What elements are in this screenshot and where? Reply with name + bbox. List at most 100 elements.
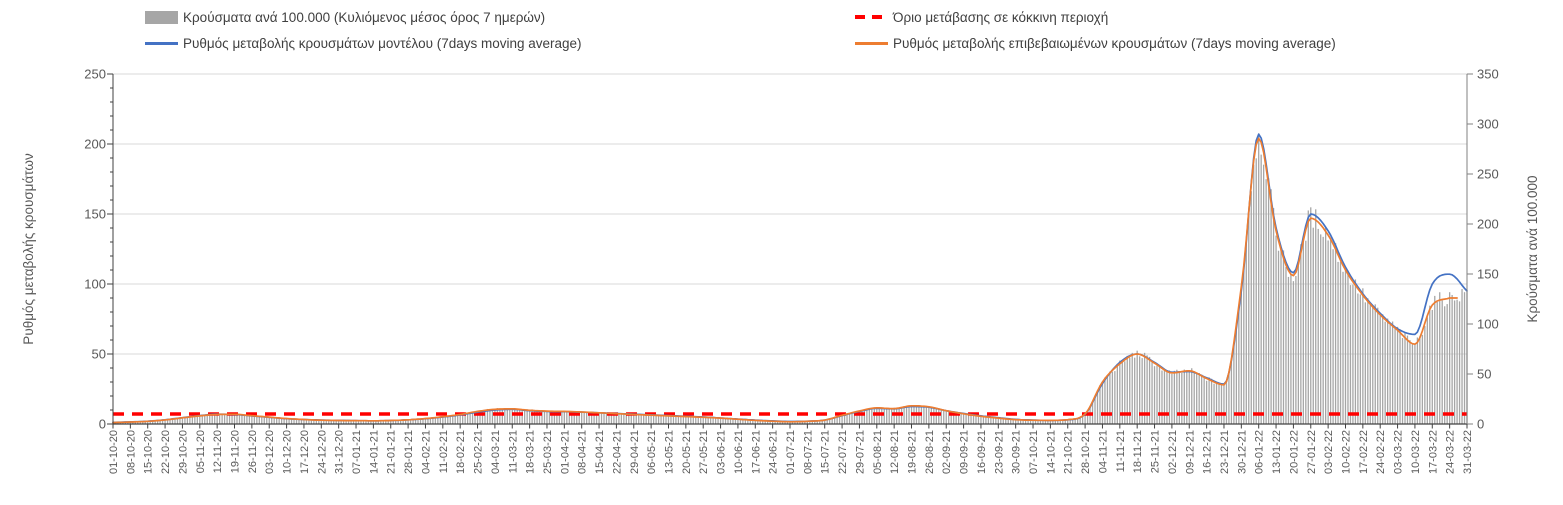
x-tick-label: 31-03-22 <box>1462 430 1474 474</box>
legend-item-red-zone-threshold: Όριο μετάβασης σε κόκκινη περιοχή <box>855 8 1108 26</box>
x-tick-label: 18-03-21 <box>525 430 537 474</box>
y-left-tick-label: 200 <box>84 137 106 152</box>
x-tick-label: 07-01-21 <box>351 430 363 474</box>
x-tick-label: 14-10-21 <box>1045 430 1057 474</box>
legend-item-model-rate: Ρυθμός μεταβολής κρουσμάτων μοντέλου (7d… <box>145 34 582 52</box>
x-tick-label: 06-01-22 <box>1254 430 1266 474</box>
x-tick-label: 11-11-21 <box>1115 430 1127 472</box>
x-tick-label: 11-02-21 <box>438 430 450 473</box>
x-tick-label: 25-02-21 <box>473 430 485 474</box>
y-left-tick-label: 100 <box>84 277 106 292</box>
x-tick-label: 02-09-21 <box>941 430 953 474</box>
x-tick-label: 22-04-21 <box>611 430 623 474</box>
x-tick-label: 29-10-20 <box>177 430 189 474</box>
x-tick-label: 09-09-21 <box>959 430 971 474</box>
x-tick-label: 21-01-21 <box>386 430 398 474</box>
x-tick-label: 24-06-21 <box>768 430 780 474</box>
y-right-tick-label: 50 <box>1477 367 1491 382</box>
y-right-tick-label: 250 <box>1477 167 1499 182</box>
x-tick-label: 12-08-21 <box>889 430 901 474</box>
axis-titles: Ρυθμός μεταβολής κρουσμάτων Κρούσματα ανά… <box>21 153 1540 345</box>
y-left-tick-label: 150 <box>84 207 106 222</box>
bars-series <box>112 133 1468 425</box>
x-tick-label: 17-03-22 <box>1427 430 1439 474</box>
x-tick-label: 24-12-20 <box>316 430 328 474</box>
x-tick-label: 04-03-21 <box>490 430 502 474</box>
y-axis-left-labels: 0 50 100 150 200 250 <box>84 67 106 432</box>
legend-label-model-rate: Ρυθμός μεταβολής κρουσμάτων μοντέλου (7d… <box>183 35 582 51</box>
x-tick-label: 08-07-21 <box>802 430 814 474</box>
x-tick-label: 02-12-21 <box>1167 430 1179 474</box>
x-tick-label: 05-08-21 <box>872 430 884 474</box>
x-tick-label: 16-12-21 <box>1202 430 1214 474</box>
x-tick-label: 20-05-21 <box>681 430 693 474</box>
x-tick-label: 04-02-21 <box>420 430 432 474</box>
orange-line-swatch-icon <box>855 41 888 45</box>
x-axis-labels: 01-10-20 08-10-20 15-10-20 22-10-20 29-10-20… <box>108 430 1474 474</box>
x-tick-label: 11-03-21 <box>507 430 519 473</box>
x-tick-label: 22-10-20 <box>160 430 172 474</box>
x-tick-label: 23-12-21 <box>1219 430 1231 474</box>
red-dashed-swatch-icon <box>855 15 888 19</box>
y-left-tick-label: 50 <box>92 347 106 362</box>
x-tick-label: 15-04-21 <box>594 430 606 474</box>
bar-series-swatch-icon <box>145 10 178 24</box>
x-tick-label: 26-08-21 <box>924 430 936 474</box>
x-tick-label: 04-11-21 <box>1097 430 1109 473</box>
x-tick-label: 30-12-21 <box>1236 430 1248 474</box>
x-tick-label: 25-11-21 <box>1150 430 1162 473</box>
x-tick-label: 25-03-21 <box>542 430 554 474</box>
x-tick-label: 31-12-20 <box>334 430 346 474</box>
legend-label-red-zone-threshold: Όριο μετάβασης σε κόκκινη περιοχή <box>893 9 1109 25</box>
x-tick-label: 17-02-22 <box>1358 430 1370 474</box>
x-tick-label: 28-01-21 <box>403 430 415 474</box>
y-right-tick-label: 150 <box>1477 267 1499 282</box>
x-tick-label: 10-02-22 <box>1340 430 1352 474</box>
y-right-tick-label: 100 <box>1477 317 1499 332</box>
x-tick-label: 24-03-22 <box>1445 430 1457 474</box>
x-tick-label: 19-11-20 <box>230 430 242 473</box>
legend-item-confirmed-rate: Ρυθμός μεταβολής επιβεβαιωμένων κρουσμάτ… <box>855 34 1336 52</box>
x-tick-label: 17-06-21 <box>750 430 762 474</box>
x-tick-label: 05-11-20 <box>195 430 207 473</box>
x-tick-label: 15-07-21 <box>820 430 832 474</box>
x-tick-label: 20-01-22 <box>1288 430 1300 474</box>
x-tick-label: 08-10-20 <box>125 430 137 474</box>
x-tick-label: 03-12-20 <box>264 430 276 474</box>
x-tick-label: 22-07-21 <box>837 430 849 474</box>
x-tick-label: 10-12-20 <box>282 430 294 474</box>
y-right-tick-label: 0 <box>1477 417 1484 432</box>
x-tick-label: 29-04-21 <box>629 430 641 474</box>
x-tick-label: 30-09-21 <box>1011 430 1023 474</box>
x-tick-label: 12-11-20 <box>212 430 224 473</box>
x-tick-label: 03-02-22 <box>1323 430 1335 474</box>
x-tick-label: 23-09-21 <box>993 430 1005 474</box>
x-tick-label: 01-07-21 <box>785 430 797 474</box>
x-tick-label: 06-05-21 <box>646 430 658 474</box>
x-tick-label: 09-12-21 <box>1184 430 1196 474</box>
y-left-tick-label: 250 <box>84 67 106 82</box>
y-right-tick-label: 200 <box>1477 217 1499 232</box>
x-tick-label: 10-03-22 <box>1410 430 1422 474</box>
x-tick-label: 08-04-21 <box>577 430 589 474</box>
x-tick-label: 03-03-22 <box>1393 430 1405 474</box>
legend-label-confirmed-rate: Ρυθμός μεταβολής επιβεβαιωμένων κρουσμάτ… <box>893 35 1336 51</box>
left-axis-title: Ρυθμός μεταβολής κρουσμάτων <box>21 153 36 345</box>
x-tick-label: 14-01-21 <box>368 430 380 474</box>
x-tick-label: 10-06-21 <box>733 430 745 474</box>
y-left-tick-label: 0 <box>99 417 106 432</box>
x-tick-label: 29-07-21 <box>854 430 866 474</box>
x-tick-label: 21-10-21 <box>1063 430 1075 474</box>
x-tick-label: 03-06-21 <box>716 430 728 474</box>
y-axis-right-labels: 0 50 100 150 200 250 300 350 <box>1477 67 1499 432</box>
x-tick-label: 01-10-20 <box>108 430 120 474</box>
x-tick-label: 19-08-21 <box>907 430 919 474</box>
x-tick-label: 26-11-20 <box>247 430 259 473</box>
x-tick-label: 27-05-21 <box>698 430 710 474</box>
x-tick-label: 13-05-21 <box>663 430 675 474</box>
x-tick-label: 24-02-22 <box>1375 430 1387 474</box>
x-tick-label: 17-12-20 <box>299 430 311 474</box>
legend-label-cases-per-100k: Κρούσματα ανά 100.000 (Κυλιόμενος μέσος … <box>183 9 546 25</box>
blue-line-swatch-icon <box>145 41 178 45</box>
x-tick-label: 13-01-22 <box>1271 430 1283 474</box>
